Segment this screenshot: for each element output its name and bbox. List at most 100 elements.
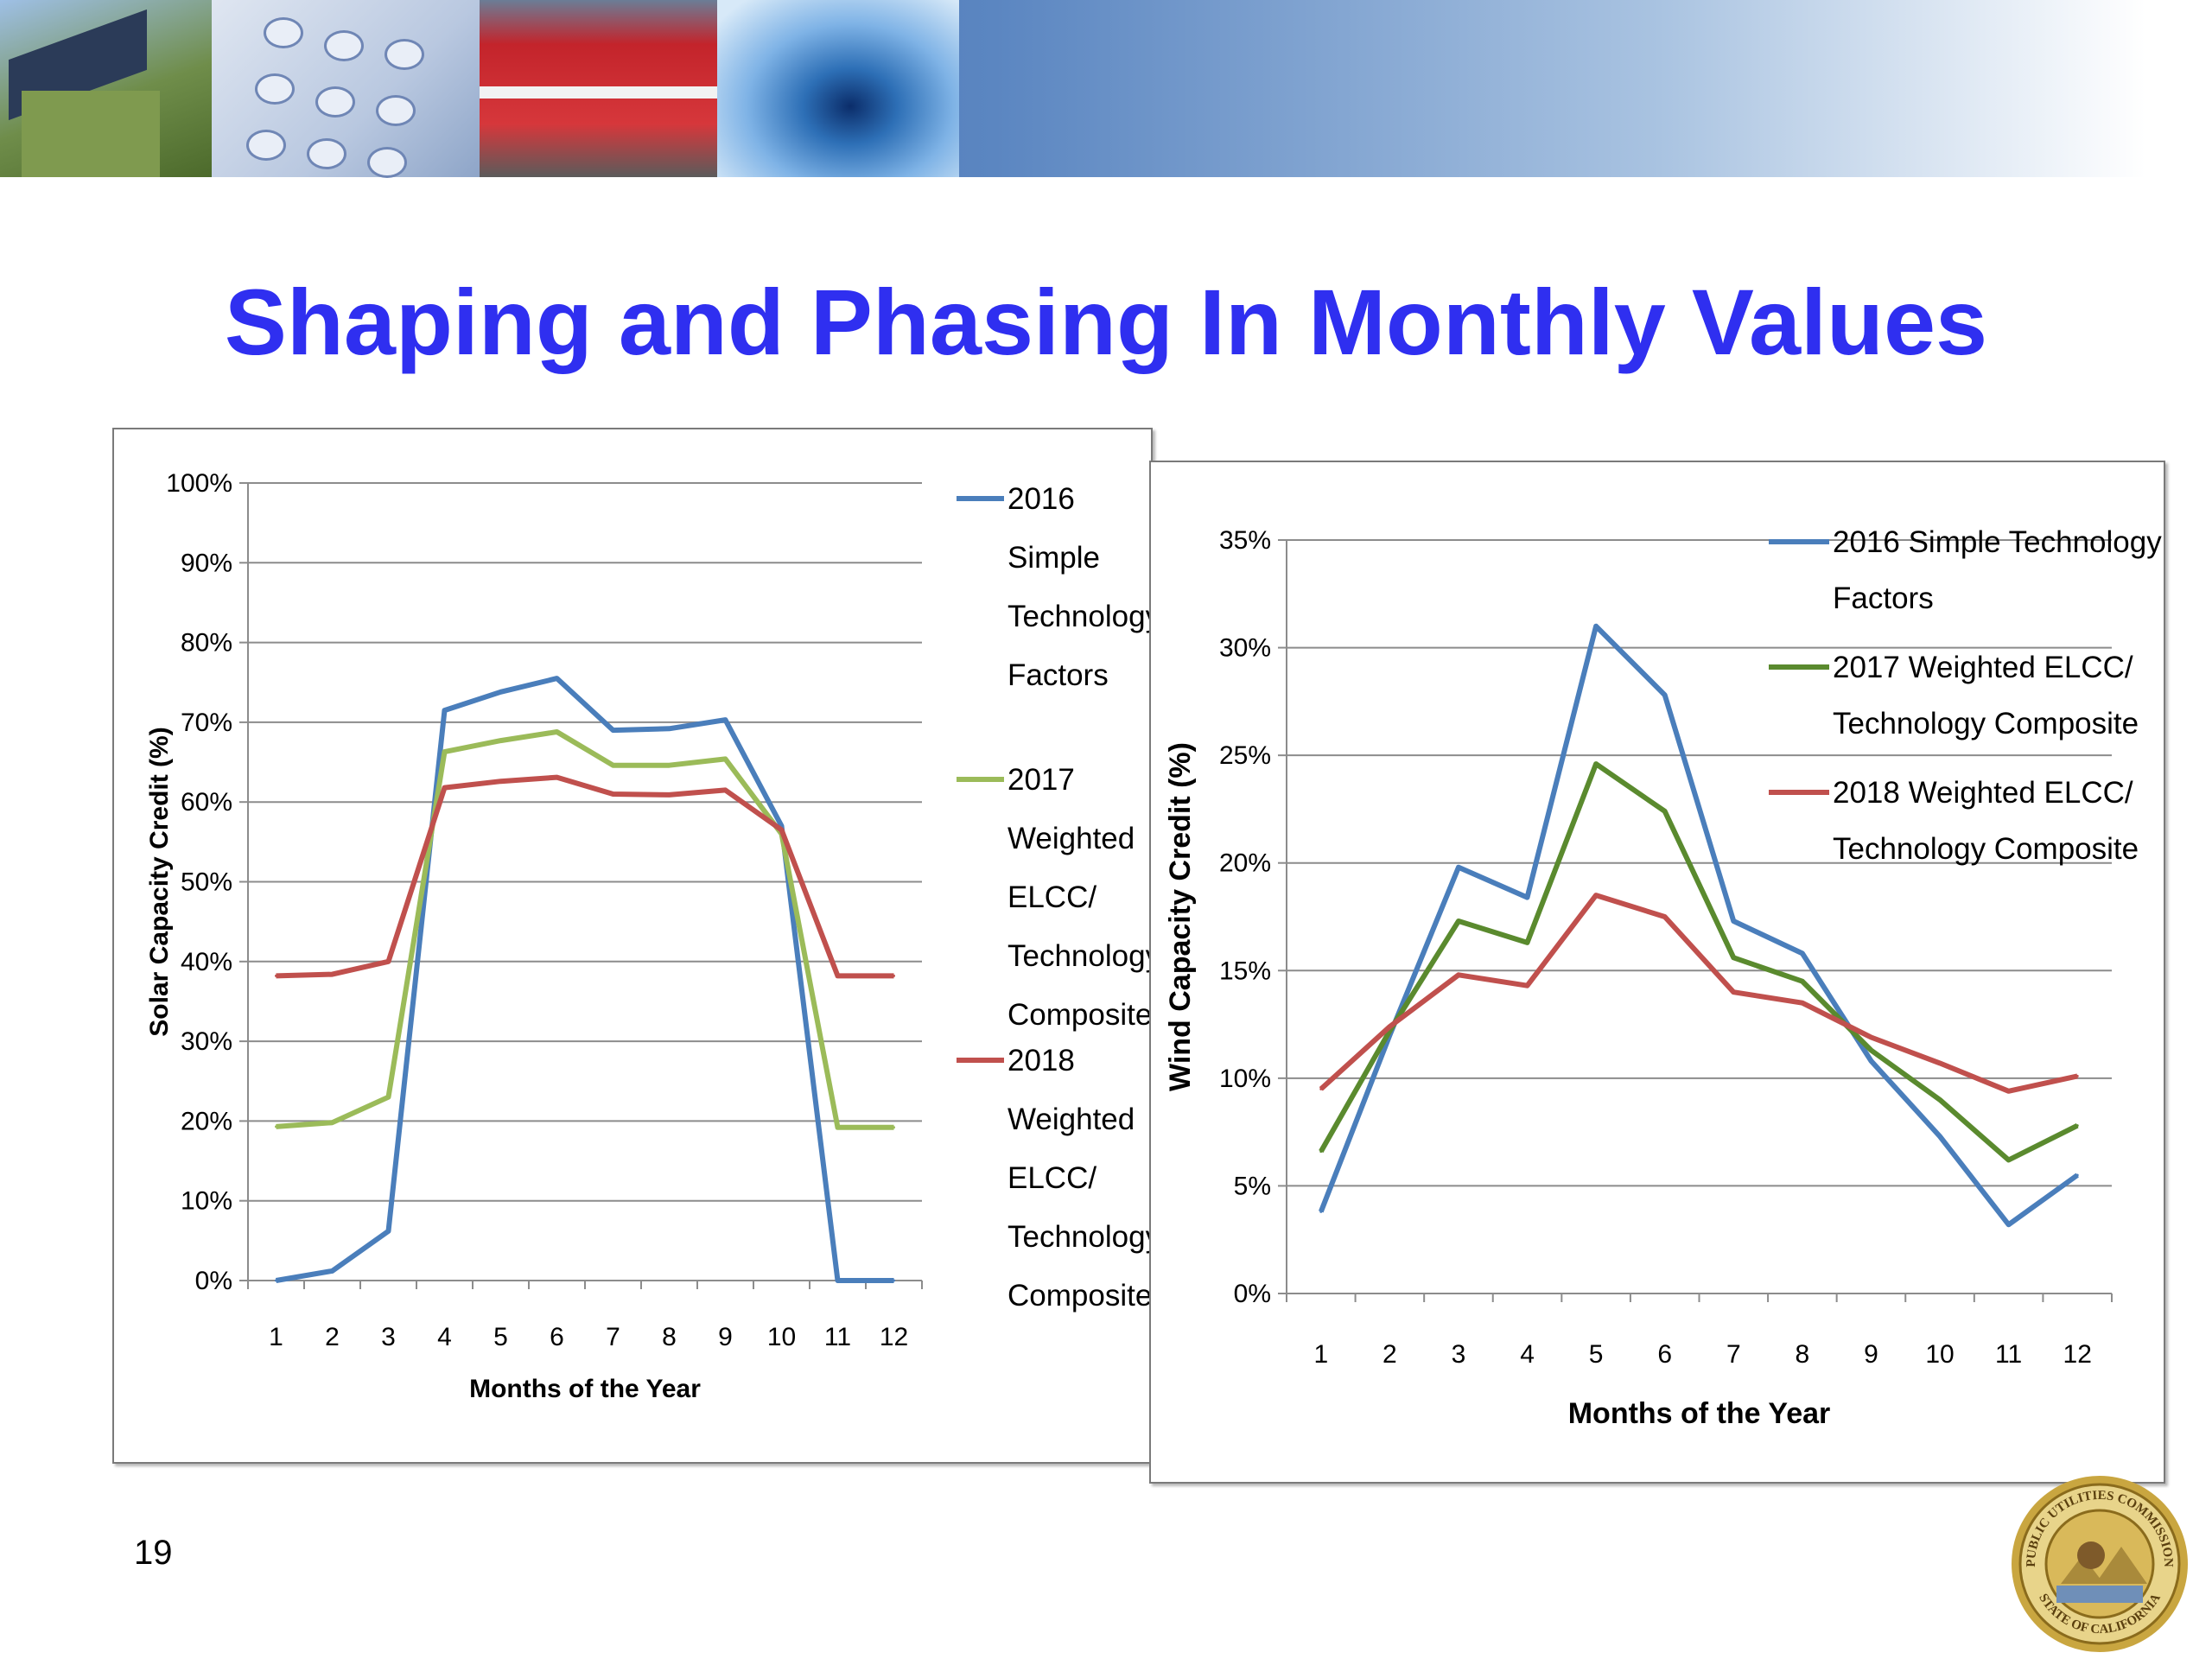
- data-point: [1319, 1150, 1323, 1154]
- data-point: [1663, 810, 1667, 813]
- keypad-key: [376, 95, 416, 126]
- series-line: [1319, 761, 2079, 1163]
- data-point: [1801, 980, 1804, 983]
- x-tick-label: 12: [2063, 1340, 2092, 1369]
- data-point: [331, 973, 334, 976]
- data-point: [1457, 973, 1460, 976]
- data-point: [1457, 919, 1460, 923]
- data-point: [1594, 762, 1598, 766]
- y-tick-label: 0%: [1234, 1280, 1271, 1308]
- data-point: [893, 1279, 895, 1282]
- wind-chart: 0% 5% 10% 15% 20% 25% 30% 35% 1 2 3 4 5 6 7 8 9 10 11 12 Mon…: [1149, 461, 2165, 1484]
- x-tick-label: 5: [493, 1323, 508, 1351]
- series-line: [1319, 623, 2079, 1228]
- data-point: [1732, 956, 1735, 959]
- y-tick-label: 10%: [1219, 1065, 1271, 1093]
- x-tick-label: 2: [1382, 1340, 1397, 1369]
- data-point: [499, 690, 502, 694]
- data-point: [668, 727, 671, 730]
- data-point: [1732, 990, 1735, 994]
- y-tick-label: 15%: [1219, 957, 1271, 985]
- y-tick-label: 90%: [181, 549, 232, 577]
- legend-label: 2016 Simple Technology: [1833, 525, 2162, 559]
- data-point: [2075, 1173, 2079, 1177]
- keypad-key: [246, 130, 286, 161]
- y-tick-label: 70%: [181, 709, 232, 737]
- legend-label: Technology: [1007, 600, 1151, 633]
- x-tick-label: 7: [1726, 1340, 1741, 1369]
- data-point: [1869, 1048, 1872, 1052]
- x-axis-title: Months of the Year: [469, 1375, 701, 1403]
- data-point: [836, 974, 839, 977]
- data-point: [2007, 1223, 2011, 1226]
- water-drop-photo: [717, 0, 959, 177]
- x-axis-title: Months of the Year: [1568, 1397, 1831, 1430]
- data-point: [612, 764, 614, 767]
- data-point: [1938, 1061, 1942, 1065]
- y-tick-label: 50%: [181, 868, 232, 897]
- y-tick-label: 60%: [181, 788, 232, 817]
- y-tick-label: 25%: [1219, 741, 1271, 770]
- train-photo: [480, 0, 717, 177]
- x-tick-label: 12: [880, 1323, 908, 1351]
- data-point: [1869, 1059, 1872, 1063]
- x-tick-label: 11: [824, 1323, 851, 1351]
- x-tick-label: 11: [1995, 1340, 2022, 1369]
- data-point: [1732, 919, 1735, 923]
- seal-figure: [2077, 1541, 2105, 1569]
- data-point: [556, 677, 558, 680]
- keypad-key: [324, 30, 364, 61]
- y-tick-label: 10%: [181, 1187, 232, 1216]
- data-point: [724, 788, 727, 791]
- data-point: [836, 1279, 839, 1282]
- data-point: [387, 960, 390, 963]
- x-tick-label: 10: [1925, 1340, 1954, 1369]
- state-seal-icon: PUBLIC UTILITIES COMMISSION STATE OF CAL…: [2012, 1476, 2188, 1652]
- y-tick-label: 40%: [181, 948, 232, 976]
- legend-label: 2018: [1007, 1044, 1075, 1077]
- data-point: [612, 728, 614, 732]
- data-point: [1319, 1210, 1323, 1213]
- legend-label: Simple: [1007, 541, 1100, 575]
- data-point: [1938, 1135, 1942, 1138]
- x-tick-label: 6: [1657, 1340, 1672, 1369]
- header-banner: [0, 0, 2212, 178]
- x-tick-label: 6: [550, 1323, 564, 1351]
- data-point: [443, 786, 446, 790]
- series-line: [1319, 893, 2078, 1094]
- slide-title: Shaping and Phasing In Monthly Values: [224, 270, 1988, 374]
- data-point: [612, 792, 614, 796]
- legend-label: ELCC/: [1007, 880, 1096, 914]
- y-tick-label: 100%: [166, 469, 232, 498]
- legend-label: Technology Composite: [1833, 707, 2139, 741]
- y-tick-label: 35%: [1219, 526, 1271, 555]
- data-point: [1319, 1087, 1323, 1090]
- x-tick-label: 3: [381, 1323, 396, 1351]
- data-point: [724, 718, 727, 721]
- series-line: [276, 729, 894, 1130]
- house-wall: [22, 91, 160, 177]
- page-number: 19: [134, 1534, 173, 1572]
- data-point: [1594, 625, 1598, 628]
- legend-label: Weighted: [1007, 822, 1135, 855]
- data-point: [1457, 866, 1460, 869]
- x-tick-label: 3: [1452, 1340, 1466, 1369]
- data-point: [1388, 1025, 1391, 1028]
- y-axis-title: Solar Capacity Credit (%): [145, 727, 174, 1036]
- data-point: [893, 974, 895, 977]
- data-point: [556, 730, 558, 734]
- y-tick-label: 80%: [181, 629, 232, 658]
- data-point: [724, 757, 727, 760]
- data-point: [556, 776, 558, 779]
- train-stripe: [480, 86, 717, 99]
- data-point: [2007, 1159, 2011, 1162]
- legend-label: Technology Composite: [1833, 832, 2139, 866]
- data-point: [387, 1230, 390, 1233]
- data-point: [668, 793, 671, 797]
- y-tick-label: 0%: [195, 1267, 232, 1295]
- legend-label: 2016: [1007, 482, 1075, 516]
- keypad-key: [264, 17, 303, 48]
- data-point: [1663, 915, 1667, 918]
- data-point: [331, 1269, 334, 1273]
- house-solar-photo: [0, 0, 212, 177]
